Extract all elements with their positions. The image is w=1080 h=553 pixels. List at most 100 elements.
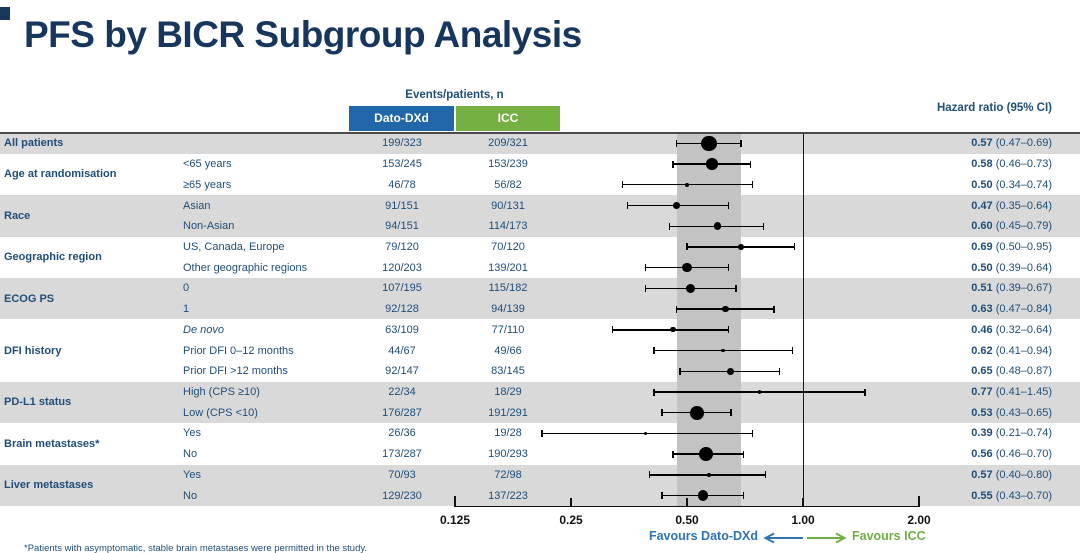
subgroup-label: De novo — [183, 323, 224, 336]
dato-events-value: 79/120 — [385, 240, 419, 253]
icc-events-value: 137/223 — [488, 489, 528, 502]
dato-events-value: 44/67 — [388, 344, 416, 357]
ci-cap — [653, 347, 655, 355]
icc-events-value: 153/239 — [488, 158, 528, 171]
hr-value: 0.50 — [971, 178, 993, 191]
favours-icc-label: Favours ICC — [852, 529, 926, 543]
axis-tick — [454, 496, 456, 506]
hazard-ratio-value: 0.50 (0.39–0.64) — [971, 257, 1052, 278]
hazard-ratio-value: 0.57 (0.40–0.80) — [971, 465, 1052, 486]
icc-events-value: 94/139 — [491, 303, 525, 316]
hr-point-marker — [757, 390, 761, 394]
axis-tick-label: 2.00 — [907, 513, 931, 527]
hr-point-marker — [697, 490, 709, 502]
hr-point-marker — [643, 431, 647, 436]
dato-events-value: 107/195 — [382, 282, 422, 295]
axis-tick-label: 0.25 — [559, 513, 583, 527]
ci-cap — [749, 160, 752, 168]
dato-events-value: 46/78 — [388, 178, 416, 191]
ci-cap — [751, 181, 754, 189]
group-label: Race — [4, 209, 31, 222]
axis-tick — [802, 498, 804, 506]
hr-value: 0.57 — [971, 137, 993, 150]
hazard-ratio-header: Hazard ratio (95% CI) — [936, 102, 1052, 114]
ci-cap — [672, 450, 674, 458]
ci-cap — [679, 367, 681, 375]
hazard-ratio-value: 0.39 (0.21–0.74) — [971, 423, 1052, 444]
ci-value: (0.35–0.64) — [992, 199, 1052, 212]
hazard-ratio-value: 0.50 (0.34–0.74) — [971, 174, 1052, 195]
hr-value: 0.58 — [971, 158, 993, 171]
hr-point-marker — [721, 348, 725, 353]
icc-events-value: 114/173 — [488, 220, 528, 233]
hazard-ratio-value: 0.53 (0.43–0.65) — [971, 402, 1052, 423]
ci-cap — [742, 492, 745, 500]
hazard-ratio-value: 0.56 (0.46–0.70) — [971, 444, 1052, 465]
ci-value: (0.46–0.70) — [992, 448, 1052, 461]
hr-value: 0.57 — [971, 468, 993, 481]
icc-events-value: 72/98 — [494, 468, 522, 481]
hazard-ratio-value: 0.62 (0.41–0.94) — [971, 340, 1052, 361]
group-stripe — [0, 381, 1080, 424]
ci-cap — [644, 284, 647, 292]
favours-legend: Favours Dato-DXd Favours ICC — [0, 528, 1080, 548]
group-stripe — [0, 278, 1080, 320]
ci-cap — [611, 326, 614, 334]
ci-value: (0.48–0.87) — [992, 365, 1052, 378]
icc-events-value: 115/182 — [488, 282, 528, 295]
axis-tick-label: 1.00 — [791, 513, 815, 527]
icc-events-value: 49/66 — [494, 344, 522, 357]
hr-value: 0.60 — [971, 220, 993, 233]
ci-cap — [661, 492, 663, 500]
ci-cap — [864, 388, 866, 396]
axis-line — [454, 505, 920, 507]
hr-point-marker — [670, 327, 676, 333]
hr-point-marker — [685, 283, 695, 293]
hazard-ratio-value: 0.63 (0.47–0.84) — [971, 299, 1052, 320]
hr-value: 0.55 — [971, 489, 993, 502]
hr-value: 0.46 — [971, 323, 993, 336]
hr-value: 0.77 — [971, 386, 993, 399]
hr-value: 0.50 — [971, 261, 993, 274]
hr-point-marker — [727, 367, 735, 375]
ci-line — [612, 329, 729, 331]
subgroup-label: US, Canada, Europe — [183, 240, 285, 253]
dato-events-value: 26/36 — [388, 427, 416, 440]
hazard-ratio-value: 0.55 (0.43–0.70) — [971, 485, 1052, 506]
group-label: Brain metastases* — [4, 437, 100, 450]
group-label: All patients — [4, 137, 64, 150]
hr-value: 0.63 — [971, 303, 993, 316]
ci-cap — [778, 367, 781, 375]
dato-events-value: 22/34 — [388, 386, 416, 399]
ci-cap — [793, 243, 796, 251]
group-label: Liver metastases — [4, 479, 94, 492]
hr-point-marker — [706, 158, 718, 170]
dato-events-value: 199/323 — [382, 137, 422, 150]
right-arrow-icon — [807, 532, 847, 544]
dato-events-value: 91/151 — [385, 199, 419, 212]
ci-cap — [621, 181, 624, 189]
subgroup-label: Other geographic regions — [183, 261, 308, 274]
dato-events-value: 92/147 — [385, 365, 419, 378]
arm-icc-header: ICC — [456, 106, 560, 131]
hr-point-marker — [722, 305, 729, 313]
icc-events-value: 56/82 — [494, 178, 522, 191]
page-title: PFS by BICR Subgroup Analysis — [24, 14, 582, 55]
dato-events-value: 176/287 — [382, 406, 422, 419]
group-stripe — [0, 464, 1080, 506]
subgroup-label: Yes — [183, 468, 201, 481]
hr-point-marker — [713, 222, 722, 231]
hr-value: 0.47 — [971, 199, 993, 212]
ci-cap — [730, 409, 732, 417]
group-label: ECOG PS — [4, 292, 55, 305]
hr-value: 0.69 — [971, 240, 993, 253]
ci-cap — [626, 202, 629, 210]
icc-events-value: 70/120 — [491, 240, 525, 253]
subgroup-label: Yes — [183, 427, 201, 440]
hr-value: 0.56 — [971, 448, 993, 461]
arm-dato-dxd-header: Dato-DXd — [349, 106, 454, 131]
ci-cap — [675, 305, 678, 313]
icc-events-value: 90/131 — [491, 199, 525, 212]
subgroup-label: <65 years — [183, 158, 232, 171]
